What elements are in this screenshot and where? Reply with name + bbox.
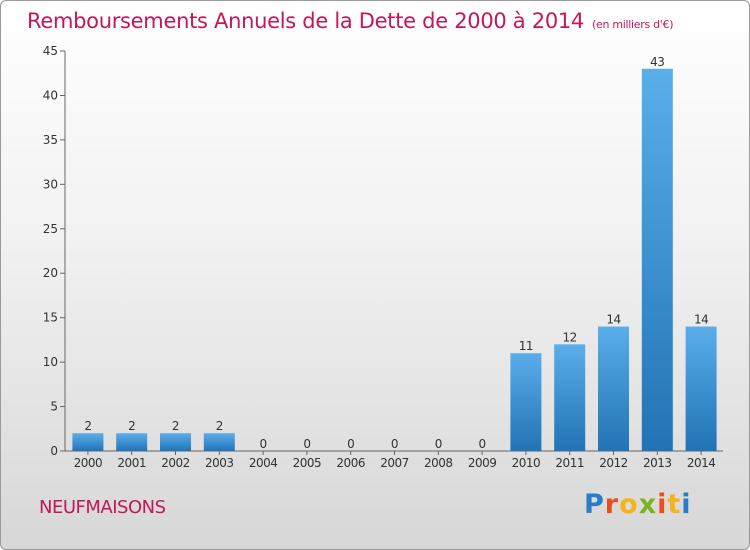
x-tick-label: 2008 (424, 456, 453, 470)
x-tick-label: 2003 (205, 456, 234, 470)
x-tick-label: 2013 (643, 456, 672, 470)
bar (160, 433, 191, 451)
chart-labels: 2000220012200222003220040200502006020070… (74, 55, 716, 470)
bar (203, 433, 235, 451)
bar (598, 326, 629, 451)
data-label: 0 (479, 437, 486, 451)
chart-unit: (en milliers d'€) (592, 18, 674, 31)
logo-letter: r (604, 489, 620, 520)
y-tick-label: 30 (43, 177, 58, 191)
bar (554, 344, 586, 451)
bar (641, 68, 673, 452)
logo-letter: x (638, 489, 658, 520)
bar (72, 433, 104, 451)
data-label: 2 (128, 419, 135, 433)
x-tick-label: 2004 (249, 456, 278, 470)
data-label: 2 (172, 419, 179, 433)
chart-title: Remboursements Annuels de la Dette de 20… (27, 9, 673, 33)
x-tick-label: 2005 (293, 456, 322, 470)
y-tick-label: 45 (43, 44, 58, 58)
logo-letter: P (584, 489, 605, 520)
x-tick-label: 2007 (380, 456, 409, 470)
data-label: 12 (563, 330, 577, 344)
logo-letter: t (667, 489, 682, 520)
bar (116, 433, 148, 451)
x-tick-label: 2001 (117, 456, 146, 470)
data-label: 0 (303, 437, 310, 451)
y-tick-label: 35 (43, 133, 58, 147)
x-tick-label: 2012 (599, 456, 628, 470)
logo-letter: i (681, 489, 692, 520)
data-label: 0 (347, 437, 354, 451)
x-tick-label: 2006 (336, 456, 365, 470)
data-label: 14 (694, 313, 708, 327)
x-tick-label: 2011 (555, 456, 584, 470)
commune-name: NEUFMAISONS (39, 497, 166, 518)
data-label: 11 (519, 339, 533, 353)
logo-letter: o (619, 489, 639, 520)
bar (510, 353, 542, 451)
data-label: 0 (391, 437, 398, 451)
x-tick-label: 2002 (161, 456, 190, 470)
y-tick-label: 0 (50, 444, 58, 458)
x-tick-label: 2009 (468, 456, 497, 470)
chart-title-text: Remboursements Annuels de la Dette de 20… (27, 9, 584, 33)
y-tick-label: 25 (43, 222, 58, 236)
x-tick-label: 2010 (512, 456, 541, 470)
logo-letter: i (657, 489, 668, 520)
data-label: 0 (435, 437, 442, 451)
y-tick-label: 10 (43, 355, 58, 369)
data-label: 2 (84, 419, 91, 433)
data-label: 43 (650, 55, 664, 69)
chart-bars (72, 68, 717, 452)
x-tick-label: 2014 (687, 456, 716, 470)
proxiti-logo: Proxiti (584, 489, 692, 520)
bar (685, 326, 717, 451)
data-label: 0 (260, 437, 267, 451)
y-tick-label: 15 (43, 311, 58, 325)
data-label: 14 (606, 313, 620, 327)
data-label: 2 (216, 419, 223, 433)
y-tick-label: 40 (43, 88, 58, 102)
y-tick-label: 20 (43, 266, 58, 280)
x-tick-label: 2000 (74, 456, 103, 470)
y-tick-label: 5 (50, 400, 58, 414)
